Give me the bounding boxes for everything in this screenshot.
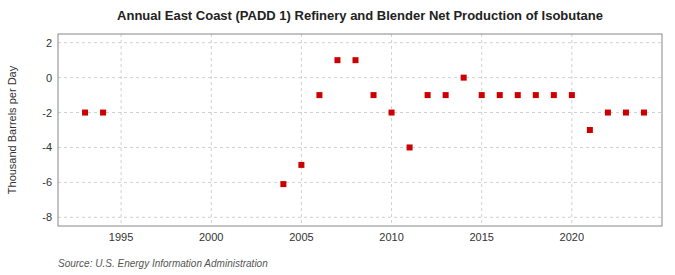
y-tick-label: -6 xyxy=(42,176,52,188)
x-grid-line xyxy=(301,34,302,226)
point xyxy=(551,92,557,98)
point xyxy=(461,75,467,81)
point xyxy=(280,181,286,187)
point xyxy=(605,110,611,116)
point xyxy=(479,92,485,98)
title: Annual East Coast (PADD 1) Refinery and … xyxy=(117,8,603,23)
y-tick-label: 0 xyxy=(46,72,52,84)
point xyxy=(371,92,377,98)
x-tick-label: 2000 xyxy=(199,231,223,243)
x-grid-line xyxy=(121,34,122,226)
point xyxy=(587,127,593,133)
point xyxy=(569,92,575,98)
point xyxy=(316,92,322,98)
point xyxy=(497,92,503,98)
point xyxy=(623,110,629,116)
point xyxy=(533,92,539,98)
x-tick-label: 2010 xyxy=(379,231,403,243)
point xyxy=(100,110,106,116)
point xyxy=(334,57,340,63)
point xyxy=(298,162,304,168)
y-grid-line xyxy=(58,147,662,148)
chart: Annual East Coast (PADD 1) Refinery and … xyxy=(0,0,675,275)
y-grid-line xyxy=(58,182,662,183)
point xyxy=(641,110,647,116)
y-tick-label: -2 xyxy=(42,107,52,119)
y-tick-label: 2 xyxy=(46,37,52,49)
point xyxy=(515,92,521,98)
point xyxy=(425,92,431,98)
y-tick-label: -8 xyxy=(42,211,52,223)
y-tick-label: -4 xyxy=(42,141,52,153)
point xyxy=(82,110,88,116)
x-tick-label: 1995 xyxy=(109,231,133,243)
source-note: Source: U.S. Energy Information Administ… xyxy=(58,258,268,269)
y-axis-label: Thousand Barrels per Day xyxy=(6,65,18,194)
grid xyxy=(58,34,662,226)
plot-frame xyxy=(58,34,662,226)
points xyxy=(82,57,647,187)
tick-labels: -8 -6 -4 -2 0 2 1995 2000 2005 2010 2015 2020 xyxy=(42,37,584,243)
x-grid-line xyxy=(391,34,392,226)
point xyxy=(389,110,395,116)
x-grid-line xyxy=(481,34,482,226)
x-grid-line xyxy=(571,34,572,226)
point xyxy=(407,144,413,150)
point xyxy=(352,57,358,63)
point xyxy=(443,92,449,98)
x-tick-label: 2005 xyxy=(289,231,313,243)
x-tick-label: 2015 xyxy=(469,231,493,243)
x-grid-line xyxy=(211,34,212,226)
x-tick-label: 2020 xyxy=(560,231,584,243)
